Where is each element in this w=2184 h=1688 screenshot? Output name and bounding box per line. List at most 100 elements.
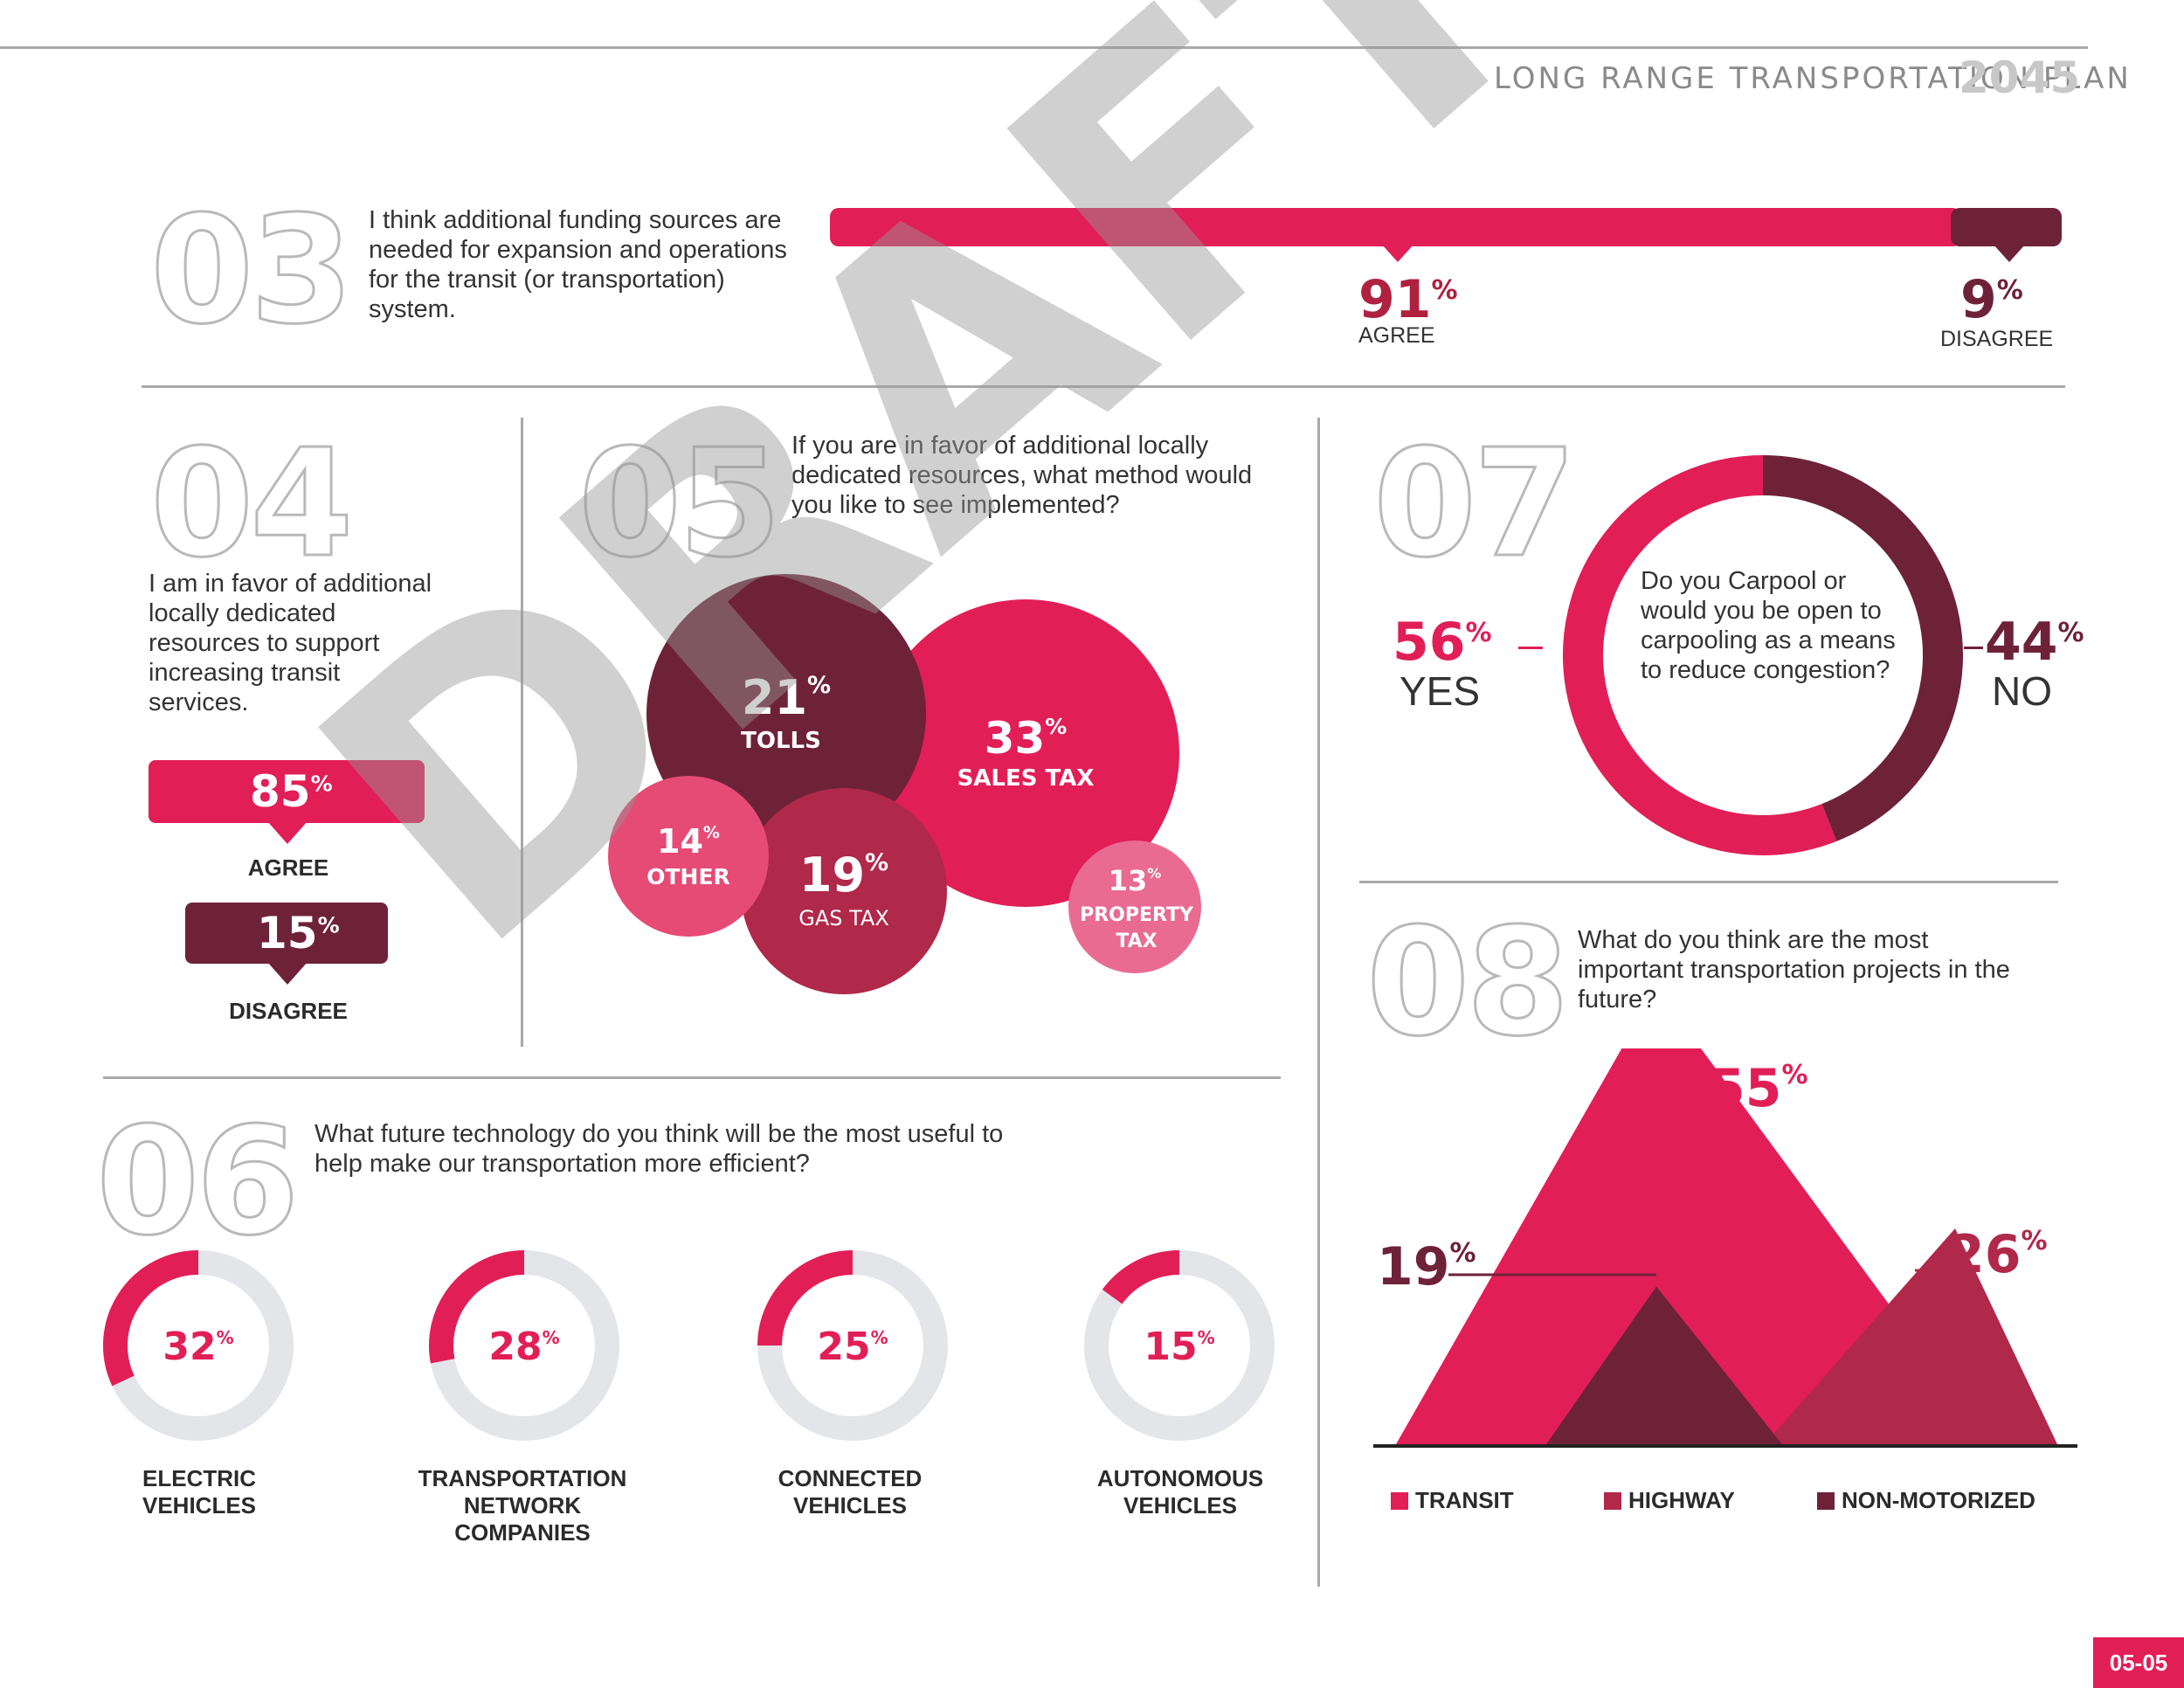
q04-agree-pointer <box>267 821 308 844</box>
q06-question: What future technology do you think will… <box>314 1120 1004 1178</box>
bubble-other-label: OTHER <box>646 864 730 889</box>
q07-yes-label: YES <box>1400 668 1481 714</box>
q08-legend-transit: TRANSIT <box>1391 1487 1514 1514</box>
q04-agree-value: 85% <box>250 766 333 817</box>
legend-swatch-non-motorized <box>1817 1491 1835 1510</box>
question-number-04: 04 <box>149 418 356 591</box>
q04-agree-label: AGREE <box>247 854 329 881</box>
q06-donut-value-arc <box>429 1250 525 1364</box>
bubble-sales-tax-value: 33% <box>985 713 1068 764</box>
bubble-gas-tax-label: GAS TAX <box>798 906 889 930</box>
plan-year: 2045 <box>1959 52 2081 103</box>
q08-transit-peak <box>1396 1048 1992 1444</box>
q08-question: What do you think are the most important… <box>1578 926 2010 1013</box>
legend-label-transit: TRANSIT <box>1415 1487 1514 1513</box>
q07-yes-value: 56% <box>1393 612 1492 673</box>
bubble-tolls-value: 21% <box>742 670 831 725</box>
divider-04-05 <box>521 418 523 1047</box>
q06-label-autonomous-vehicles: AUTONOMOUS VEHICLES <box>1096 1465 1264 1519</box>
q07-no-value: 44% <box>1985 612 2084 673</box>
q08-legend-highway: HIGHWAY <box>1604 1487 1735 1514</box>
divider-07-08 <box>1359 881 2058 883</box>
q03-agree-value: 91% <box>1358 269 1458 330</box>
bubble-other-value: 14% <box>657 822 720 861</box>
divider-center <box>1317 418 1320 1587</box>
q06-label-transportation-network-companies: TRANSPORTATION NETWORK COMPANIES <box>418 1465 627 1546</box>
q03-disagree-value: 9% <box>1960 269 2023 330</box>
q03-agree-bar <box>830 208 1962 246</box>
bubble-gas-tax-value: 19% <box>799 847 888 903</box>
bubble-tolls-label: TOLLS <box>741 728 821 754</box>
q06-donut-value-label: 28% <box>488 1325 559 1369</box>
q06-donut-value-label: 25% <box>817 1325 888 1369</box>
legend-swatch-highway <box>1604 1491 1621 1510</box>
q05-question: If you are in favor of additional locall… <box>791 432 1253 519</box>
q07-question: Do you Carpool or would you be open to c… <box>1641 567 1896 684</box>
q04-disagree-label: DISAGREE <box>229 998 348 1024</box>
q03-bar-chart <box>830 208 2062 262</box>
q07-no-leader <box>1964 647 1983 649</box>
q06-donut-0: 32% <box>103 1250 294 1441</box>
q03-agree-label: AGREE <box>1358 323 1435 348</box>
q04-disagree-pointer <box>267 962 308 985</box>
divider-03 <box>142 385 2065 388</box>
bubble-sales-tax-label: SALES TAX <box>957 765 1095 792</box>
question-number-07: 07 <box>1372 418 1579 591</box>
bubble-property-tax-label-2: TAX <box>1116 930 1157 952</box>
q08-legend-non-motorized: NON-MOTORIZED <box>1817 1487 2035 1514</box>
bubble-property-tax: 13% PROPERTY TAX <box>1068 841 1201 973</box>
bubble-sales-tax: 33% SALES TAX <box>872 599 1179 907</box>
bubble-property-tax-circle <box>1068 841 1201 973</box>
plan-title: LONG RANGE TRANSPORTATION PLAN <box>1494 61 2132 96</box>
legend-swatch-transit <box>1391 1491 1408 1510</box>
q07-no-label: NO <box>1992 668 2052 714</box>
q03-disagree-label: DISAGREE <box>1940 327 2054 351</box>
q08-highway-value: 26% <box>1948 1224 2048 1285</box>
q06-label-electric-vehicles: ELECTRIC VEHICLES <box>142 1465 257 1519</box>
q08-mountain-chart: 55% 26% 19% <box>1373 1048 2077 1448</box>
page-number: 05-05 <box>2093 1637 2184 1688</box>
question-number-05: 05 <box>577 418 784 591</box>
bubble-property-tax-label-1: PROPERTY <box>1080 904 1194 926</box>
q04-disagree-box <box>185 903 388 964</box>
q08-transit-value: 55% <box>1709 1058 1808 1119</box>
q07-yes-leader <box>1518 647 1543 649</box>
q07-no-arc <box>1762 455 1963 841</box>
q06-donut-2: 25% <box>757 1250 948 1441</box>
q06-donut-charts: 32% 28% 25% 15% <box>103 1250 1275 1441</box>
bubble-sales-tax-circle <box>872 599 1179 907</box>
bubble-other: 14% OTHER <box>608 776 769 937</box>
q06-label-connected-vehicles: CONNECTED VEHICLES <box>778 1465 923 1519</box>
q04-question: I am in favor of additional locally dedi… <box>149 570 432 716</box>
q06-donut-value-label: 15% <box>1144 1325 1214 1369</box>
q06-donut-3: 15% <box>1084 1250 1275 1441</box>
q03-disagree-pointer <box>1994 245 2025 262</box>
bubble-other-circle <box>608 776 769 937</box>
q08-non-motorized-peak <box>1546 1286 1782 1444</box>
q07-yes-arc <box>1563 455 1837 855</box>
question-number-06: 06 <box>95 1096 301 1269</box>
bubble-gas-tax: 19% GAS TAX <box>741 788 947 994</box>
q08-non-motorized-value: 19% <box>1377 1236 1476 1297</box>
q07-donut-chart <box>1563 455 1963 855</box>
bubble-property-tax-value: 13% <box>1109 864 1162 897</box>
q06-donut-value-arc <box>757 1250 854 1346</box>
q03-agree-pointer <box>1382 245 1413 262</box>
bubble-gas-tax-circle <box>741 788 947 994</box>
header-rule <box>0 46 2088 49</box>
q04-agree-box <box>149 760 425 823</box>
q06-donut-1: 28% <box>429 1250 619 1441</box>
question-number-03: 03 <box>149 184 356 357</box>
q06-donut-value-arc <box>103 1250 199 1387</box>
q05-bubble-chart: 33% SALES TAX 21% TOLLS 19% GAS TAX 14% … <box>608 574 1201 994</box>
q03-question: I think additional funding sources are n… <box>369 206 787 323</box>
q08-highway-peak <box>1765 1228 2057 1444</box>
legend-label-non-motorized: NON-MOTORIZED <box>1842 1487 2035 1513</box>
legend-label-highway: HIGHWAY <box>1628 1487 1735 1513</box>
q03-disagree-bar <box>1951 208 2062 246</box>
divider-05-06 <box>103 1076 1281 1079</box>
question-number-08: 08 <box>1365 896 1572 1069</box>
q04-disagree-value: 15% <box>257 908 340 958</box>
q06-donut-value-label: 32% <box>162 1325 233 1369</box>
q06-donut-value-arc <box>1102 1250 1180 1304</box>
